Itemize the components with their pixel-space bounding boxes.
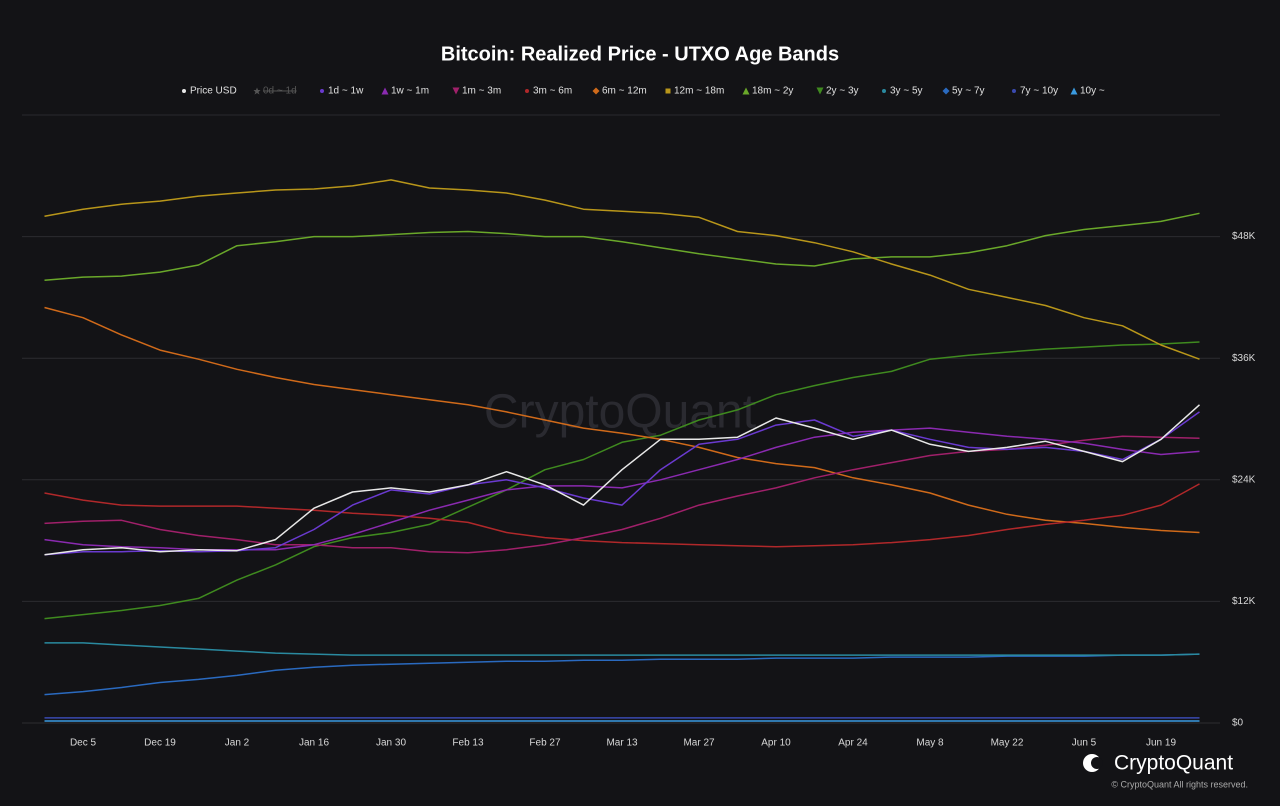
- legend-marker: [882, 89, 886, 93]
- x-tick-label: Jun 19: [1146, 738, 1176, 749]
- legend-label: 2y ~ 3y: [826, 86, 859, 97]
- x-tick-label: Jan 16: [299, 738, 329, 749]
- legend-label: 1d ~ 1w: [328, 86, 364, 97]
- legend-marker: [182, 89, 186, 93]
- copyright: © CryptoQuant All rights reserved.: [1111, 779, 1248, 789]
- x-tick-label: May 8: [916, 738, 944, 749]
- series-line: [44, 341, 1200, 620]
- legend-item[interactable]: 3y ~ 5y: [882, 86, 923, 97]
- y-tick-label: $48K: [1232, 231, 1256, 242]
- legend-marker: [1012, 89, 1016, 93]
- x-tick-label: Apr 24: [838, 738, 868, 749]
- x-tick-label: Jan 30: [376, 738, 406, 749]
- legend-item[interactable]: 6m ~ 12m: [592, 86, 647, 97]
- legend-marker: [253, 87, 261, 95]
- legend-item[interactable]: 5y ~ 7y: [942, 86, 985, 97]
- x-tick-label: Jan 2: [225, 738, 250, 749]
- legend-label: Price USD: [190, 86, 237, 97]
- watermark: CryptoQuant: [484, 386, 756, 439]
- legend-label: 0d ~ 1d: [263, 86, 297, 97]
- x-tick-label: Jun 5: [1072, 738, 1097, 749]
- legend-item[interactable]: 1w ~ 1m: [381, 86, 430, 97]
- series-line: [44, 404, 1201, 556]
- y-tick-label: $12K: [1232, 596, 1256, 607]
- x-tick-label: Mar 27: [683, 738, 715, 749]
- x-tick-label: Dec 19: [144, 738, 176, 749]
- legend-marker: [665, 88, 671, 94]
- legend-marker: [742, 87, 750, 95]
- y-tick-label: $0: [1232, 718, 1244, 729]
- x-tick-label: Apr 10: [761, 738, 791, 749]
- series-line: [44, 306, 1200, 534]
- legend-marker: [452, 87, 460, 95]
- series-line: [44, 427, 1200, 551]
- series-line: [44, 179, 1200, 360]
- legend-label: 7y ~ 10y: [1020, 86, 1058, 97]
- brand: CryptoQuant: [1114, 752, 1233, 775]
- legend-label: 1w ~ 1m: [391, 86, 429, 97]
- legend-item[interactable]: 12m ~ 18m: [665, 86, 725, 97]
- series-line: [44, 653, 1200, 696]
- legend-marker: [381, 87, 389, 95]
- legend-label: 3m ~ 6m: [533, 86, 572, 97]
- logo-mark-cut: [1091, 757, 1103, 769]
- x-tick-label: May 22: [991, 738, 1024, 749]
- chart-title: Bitcoin: Realized Price - UTXO Age Bands: [441, 43, 839, 65]
- x-tick-label: Mar 13: [606, 738, 638, 749]
- y-tick-label: $24K: [1232, 474, 1256, 485]
- x-tick-label: Feb 27: [529, 738, 561, 749]
- legend-marker: [816, 87, 824, 95]
- y-tick-label: $36K: [1232, 353, 1256, 364]
- legend-label: 18m ~ 2y: [752, 86, 793, 97]
- legend-marker: [525, 89, 529, 93]
- series-line: [44, 212, 1200, 281]
- legend-item[interactable]: 0d ~ 1d: [253, 86, 297, 97]
- legend-marker: [592, 87, 600, 95]
- logo: CryptoQuant © CryptoQuant All rights res…: [1083, 752, 1248, 789]
- legend-item[interactable]: 7y ~ 10y: [1012, 86, 1058, 97]
- legend-label: 1m ~ 3m: [462, 86, 501, 97]
- legend-item[interactable]: 1d ~ 1w: [320, 86, 364, 97]
- legend-item[interactable]: 18m ~ 2y: [742, 86, 794, 97]
- x-tick-label: Feb 13: [452, 738, 484, 749]
- legend-marker: [320, 89, 324, 93]
- legend-marker: [1070, 87, 1078, 95]
- legend-marker: [942, 87, 950, 95]
- legend-item[interactable]: 2y ~ 3y: [816, 86, 859, 97]
- x-tick-label: Dec 5: [70, 738, 97, 749]
- legend-item[interactable]: 3m ~ 6m: [525, 86, 572, 97]
- legend-item[interactable]: 1m ~ 3m: [452, 86, 502, 97]
- legend-item[interactable]: 10y ~: [1070, 86, 1105, 97]
- legend-label: 6m ~ 12m: [602, 86, 647, 97]
- legend-label: 3y ~ 5y: [890, 86, 923, 97]
- legend-label: 10y ~: [1080, 86, 1105, 97]
- series-line: [44, 483, 1200, 548]
- legend-label: 5y ~ 7y: [952, 86, 985, 97]
- legend-label: 12m ~ 18m: [674, 86, 724, 97]
- series-line: [44, 642, 1200, 656]
- legend-item[interactable]: Price USD: [182, 86, 237, 97]
